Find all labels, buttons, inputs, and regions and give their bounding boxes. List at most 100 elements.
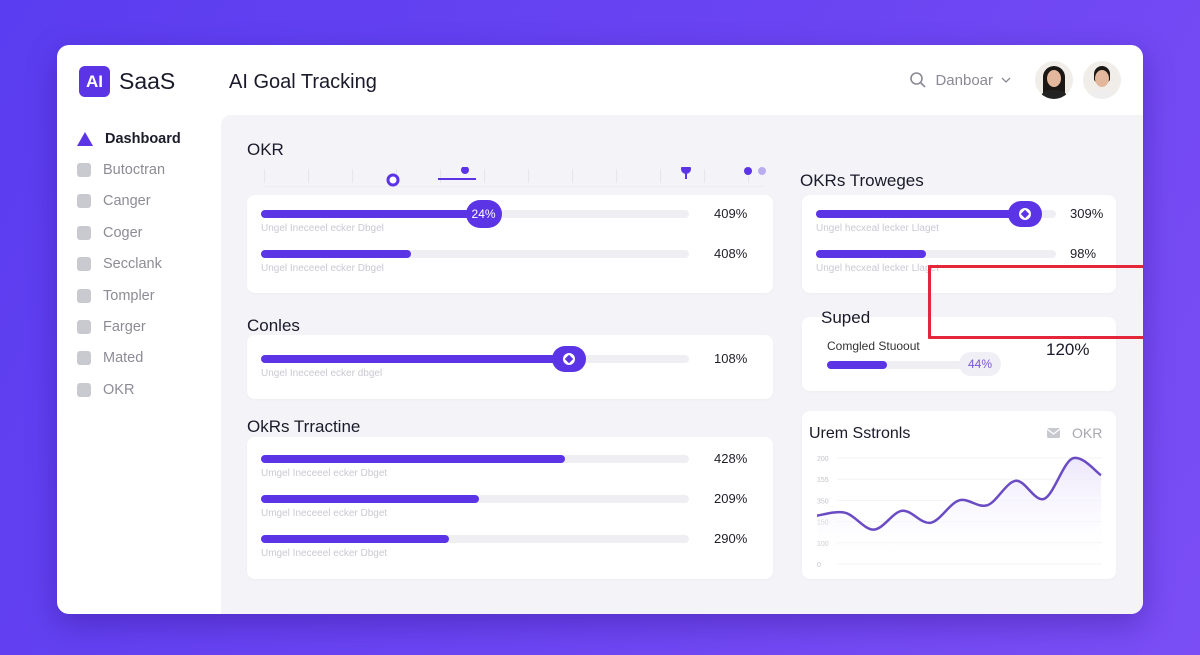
suped-badge: 44% bbox=[959, 352, 1001, 376]
suped-value: 120% bbox=[1046, 340, 1090, 359]
sidebar-item-tompler[interactable]: Tompler bbox=[77, 280, 217, 311]
progress-handle[interactable]: 24% bbox=[465, 200, 502, 228]
sidebar-item-label: OKR bbox=[103, 381, 135, 398]
progress-bar bbox=[816, 250, 1056, 258]
tick bbox=[528, 169, 529, 183]
troweges-title: OKRs Troweges bbox=[800, 171, 924, 190]
row-caption: Ungel Ineceeel ecker dbgel bbox=[261, 368, 383, 379]
y-tick-label: 0 bbox=[817, 562, 821, 569]
sidebar-item-butoctran[interactable]: Butoctran bbox=[77, 154, 217, 185]
sidebar-item-farger[interactable]: Farger bbox=[77, 311, 217, 342]
mail-icon[interactable] bbox=[1047, 427, 1061, 439]
highlight-box bbox=[928, 265, 1143, 339]
tick bbox=[572, 169, 573, 183]
sidebar-item-dashboard[interactable]: Dashboard bbox=[77, 123, 217, 154]
row-caption: Ungel hecxeal lecker Llaget bbox=[816, 223, 939, 234]
sidebar-item-label: Butoctran bbox=[103, 162, 166, 179]
avatar[interactable] bbox=[1035, 61, 1073, 99]
chart-panel: Urem Sstronls OKR 2001553501501000 bbox=[802, 411, 1116, 579]
y-tick-label: 155 bbox=[817, 477, 829, 484]
sidebar-item-mated[interactable]: Mated bbox=[77, 343, 217, 374]
tick bbox=[440, 169, 441, 183]
chevron-down-icon bbox=[1001, 77, 1011, 83]
tractine-title: OkRs Trractine bbox=[247, 417, 361, 436]
sidebar-item-label: Farger bbox=[103, 319, 146, 336]
timeline-ticks bbox=[264, 165, 764, 187]
tick bbox=[704, 169, 705, 183]
series-line bbox=[816, 456, 1102, 531]
progress-bar bbox=[261, 250, 689, 258]
progress-bar bbox=[261, 455, 689, 463]
sidebar-item-label: Canger bbox=[103, 193, 151, 210]
sidebar-item-label: Mated bbox=[103, 350, 144, 367]
row-value: 408% bbox=[714, 246, 748, 261]
tick bbox=[352, 169, 353, 183]
slider-handle[interactable] bbox=[1007, 201, 1042, 227]
sidebar: Dashboard Butoctran Canger Coger Secclank Tom… bbox=[77, 123, 217, 406]
sidebar-item-okr[interactable]: OKR bbox=[77, 374, 217, 405]
grid-icon bbox=[77, 163, 91, 178]
home-icon bbox=[77, 225, 91, 240]
slider-handle[interactable] bbox=[552, 346, 587, 372]
dashboard-dropdown[interactable]: Danboar bbox=[909, 71, 1011, 89]
search-icon bbox=[910, 72, 927, 88]
move-icon bbox=[77, 351, 91, 366]
row-caption: Umgel Ineceeel ecker Dbget bbox=[261, 508, 388, 519]
okr-title: OKR bbox=[247, 140, 284, 159]
triangle-icon bbox=[77, 131, 93, 146]
app-window: AI SaaS AI Goal Tracking Danboar Dashboa… bbox=[57, 45, 1143, 614]
row-caption: Ungel Ineceeel ecker Dbgel bbox=[261, 263, 384, 274]
sidebar-item-secclank[interactable]: Secclank bbox=[77, 249, 217, 280]
conles-title: Conles bbox=[247, 316, 300, 335]
progress-bar bbox=[261, 535, 689, 543]
sidebar-item-label: Secclank bbox=[103, 256, 162, 273]
y-tick-label: 200 bbox=[817, 456, 829, 463]
suped-panel: Suped Comgled Stuoout 44% 120% bbox=[802, 308, 1116, 391]
progress-bar bbox=[816, 201, 1056, 227]
row-caption: Ungel Ineceeel ecker Dbgel bbox=[261, 223, 384, 234]
sidebar-item-label: Dashboard bbox=[105, 130, 181, 147]
row-caption: Ungel hecxeal lecker Llaget bbox=[816, 263, 939, 274]
row-value: 428% bbox=[714, 451, 748, 466]
progress-bar: 24% bbox=[261, 200, 689, 228]
y-tick-label: 350 bbox=[817, 498, 829, 505]
sidebar-item-label: Coger bbox=[103, 224, 143, 241]
conles-panel: Ungel Ineceeel ecker dbgel 108% bbox=[247, 335, 773, 399]
troweges-panel: Ungel hecxeal lecker Llaget 309% Ungel h… bbox=[802, 195, 1116, 293]
tick bbox=[264, 169, 265, 183]
row-value: 98% bbox=[1070, 246, 1097, 261]
logo[interactable]: AI SaaS bbox=[79, 66, 175, 97]
chart-legend[interactable]: OKR bbox=[1072, 425, 1103, 441]
sidebar-item-canger[interactable]: Canger bbox=[77, 186, 217, 217]
tick bbox=[748, 169, 749, 183]
sidebar-item-label: Tompler bbox=[103, 287, 155, 304]
avatar[interactable] bbox=[1083, 61, 1121, 99]
progress-bar bbox=[261, 346, 689, 372]
chart-title: Urem Sstronls bbox=[809, 425, 911, 442]
tractine-panel: Umgel Ineceeel ecker Dbget 428% Umgel In… bbox=[247, 437, 773, 579]
people-icon bbox=[77, 194, 91, 209]
logo-badge: AI bbox=[79, 66, 110, 97]
line-chart: 2001553501501000 bbox=[816, 456, 1102, 569]
suped-progress bbox=[827, 361, 977, 369]
row-value: 409% bbox=[714, 206, 748, 221]
sidebar-item-coger[interactable]: Coger bbox=[77, 217, 217, 248]
row-caption: Umgel Ineceeel ecker Dbget bbox=[261, 548, 388, 559]
row-value: 209% bbox=[714, 491, 748, 506]
suped-label: Comgled Stuoout bbox=[827, 339, 920, 353]
timeline-markers bbox=[386, 167, 766, 187]
hexagon-icon bbox=[77, 382, 91, 397]
area-fill bbox=[817, 457, 1101, 564]
square-icon bbox=[77, 320, 91, 335]
row-value: 309% bbox=[1070, 206, 1104, 221]
tick bbox=[308, 169, 309, 183]
okr-panel: 24% Ungel Ineceeel ecker Dbgel 409% Unge… bbox=[247, 195, 773, 293]
progress-bar bbox=[261, 495, 689, 503]
tick bbox=[484, 169, 485, 183]
square-icon bbox=[77, 288, 91, 303]
main-content: OKR 24% Ungel Ineceeel ecker Dbgel 409% … bbox=[221, 115, 1143, 614]
tick bbox=[660, 169, 661, 183]
logo-text: SaaS bbox=[119, 68, 176, 94]
row-value: 290% bbox=[714, 531, 748, 546]
tick bbox=[616, 169, 617, 183]
